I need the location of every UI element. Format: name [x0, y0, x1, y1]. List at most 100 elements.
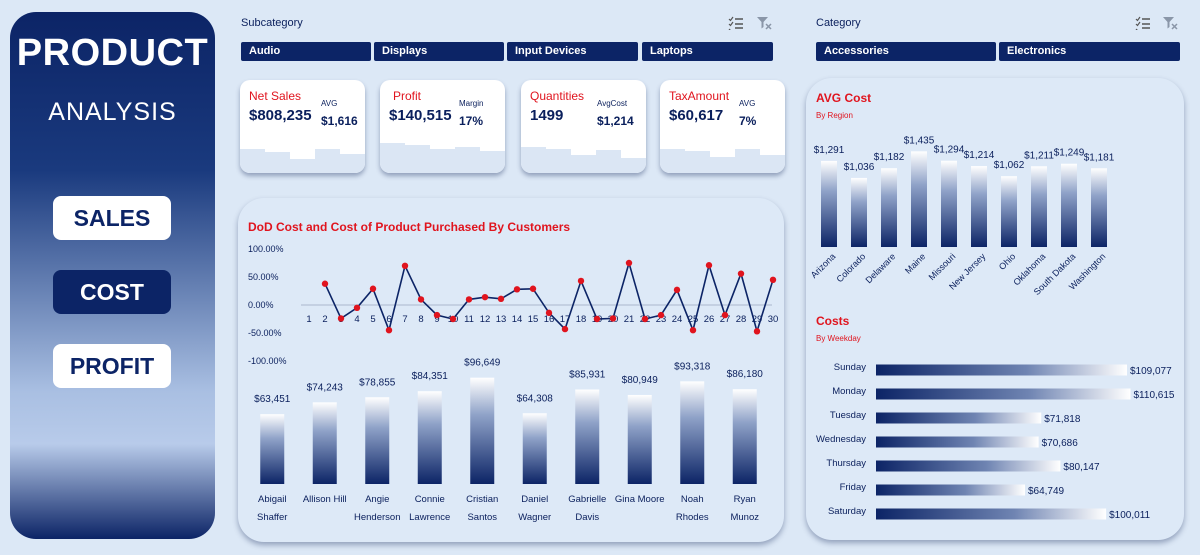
customer-name-label: Daniel — [521, 494, 548, 505]
kpi-card-profit: Profit $140,515 Margin 17% — [380, 80, 505, 173]
region-bar-value: $1,211 — [1024, 150, 1054, 161]
kpi-subvalue: $1,214 — [597, 114, 634, 128]
region-bar — [1061, 163, 1077, 247]
kpi-sublabel: AvgCost — [597, 99, 628, 108]
customer-name-label: Lawrence — [409, 512, 450, 523]
x-tick-label: 29 — [752, 314, 763, 325]
dod-point — [561, 325, 569, 333]
x-tick-label: 27 — [720, 314, 731, 325]
dod-point — [433, 311, 441, 319]
region-label: Delaware — [863, 251, 897, 285]
customer-bar — [680, 381, 705, 484]
dod-point — [545, 309, 553, 317]
customer-name-label: Connie — [415, 494, 445, 505]
customer-name-label: Gabrielle — [568, 494, 606, 505]
weekday-bar-value: $109,077 — [1130, 366, 1172, 377]
kpi-value: $60,617 — [669, 107, 724, 124]
customer-bar-value: $86,180 — [727, 369, 764, 380]
y-tick-label: -100.00% — [248, 356, 287, 366]
kpi-subvalue: $1,616 — [321, 114, 358, 128]
region-bar — [851, 177, 867, 247]
kpi-sparkline — [380, 143, 505, 173]
nav-sales-button[interactable]: SALES — [53, 196, 171, 240]
region-bar-value: $1,291 — [814, 145, 845, 156]
dod-point — [625, 259, 633, 267]
x-tick-label: 14 — [512, 314, 523, 325]
customer-name-label: Noah — [681, 494, 704, 505]
dod-point — [609, 315, 617, 322]
weekday-bar — [876, 364, 1127, 376]
clear-filter-icon[interactable] — [756, 16, 772, 30]
subcategory-audio-button[interactable]: Audio — [241, 42, 371, 61]
dod-point — [401, 262, 409, 269]
dod-point — [497, 295, 505, 303]
region-label: Maine — [903, 251, 927, 275]
customer-bar-value: $93,318 — [674, 361, 711, 372]
region-bar-value: $1,294 — [934, 145, 965, 156]
kpi-sparkline — [660, 149, 785, 173]
kpi-label: Net Sales — [249, 89, 302, 103]
customer-bar-value: $63,451 — [254, 394, 291, 405]
subcategory-laptops-button[interactable]: Laptops — [642, 42, 773, 61]
weekday-bar-value: $64,749 — [1028, 486, 1065, 497]
subcategory-input-devices-button[interactable]: Input Devices — [507, 42, 638, 61]
nav-profit-button[interactable]: PROFIT — [53, 344, 171, 388]
kpi-subvalue: 7% — [739, 114, 757, 128]
region-bar — [1091, 168, 1107, 247]
dod-point — [385, 327, 393, 334]
region-bar-value: $1,181 — [1084, 152, 1115, 163]
kpi-subvalue: 17% — [459, 114, 484, 128]
customer-bar — [522, 413, 547, 484]
customer-bar-value: $85,931 — [569, 369, 606, 380]
subcategory-displays-button[interactable]: Displays — [374, 42, 504, 61]
cost-charts: $1,291 Arizona $1,036 Colorado $1,182 Delawar… — [809, 135, 1175, 521]
region-bar — [1031, 166, 1047, 247]
region-bar — [1001, 176, 1017, 247]
weekday-bar — [876, 460, 1061, 472]
weekday-label: Friday — [840, 482, 867, 493]
multi-select-icon[interactable] — [728, 16, 744, 30]
dod-point — [689, 327, 697, 334]
category-accessories-button[interactable]: Accessories — [816, 42, 996, 61]
weekday-label: Tuesday — [830, 410, 866, 421]
dod-point — [721, 311, 729, 319]
customer-name-label: Shaffer — [257, 512, 287, 523]
multi-select-icon[interactable] — [1135, 16, 1151, 30]
x-tick-label: 16 — [544, 314, 555, 325]
weekday-label: Saturday — [828, 506, 866, 517]
dod-point — [369, 285, 377, 292]
customer-name-label: Angie — [365, 494, 389, 505]
x-tick-label: 21 — [624, 314, 635, 325]
kpi-card-quantities: Quantities 1499 AvgCost $1,214 — [521, 80, 646, 173]
weekday-bar — [876, 388, 1131, 400]
region-chart-title: AVG Cost — [816, 91, 872, 105]
kpi-value: $140,515 — [389, 107, 452, 124]
region-bar — [971, 166, 987, 247]
dod-point — [593, 315, 601, 323]
x-tick-label: 26 — [704, 314, 715, 325]
customer-bar — [417, 391, 442, 484]
customer-name-label: Wagner — [518, 512, 551, 523]
weekday-chart-title: Costs — [816, 314, 850, 328]
nav-cost-button[interactable]: COST — [53, 270, 171, 314]
customer-bar — [365, 397, 390, 484]
dashboard-subtitle: ANALYSIS — [48, 98, 177, 126]
x-tick-label: 30 — [768, 314, 779, 325]
avg-cost-panel: AVG Cost By Region Costs By Weekday $1,2… — [806, 78, 1184, 540]
region-bar-value: $1,435 — [904, 135, 935, 146]
dod-chart-title: DoD Cost and Cost of Product Purchased B… — [248, 220, 571, 234]
y-tick-label: 0.00% — [248, 300, 274, 310]
category-electronics-button[interactable]: Electronics — [999, 42, 1180, 61]
dod-point — [353, 304, 361, 311]
category-slicer-title: Category — [816, 17, 861, 29]
dod-point — [337, 315, 345, 322]
dod-point — [753, 328, 761, 335]
weekday-bar — [876, 412, 1042, 424]
kpi-sublabel: AVG — [321, 99, 338, 108]
x-tick-label: 5 — [370, 314, 375, 325]
region-bar-value: $1,062 — [994, 160, 1025, 171]
customer-name-label: Henderson — [354, 512, 400, 523]
dod-cost-line-chart: 100.00% 50.00% 0.00% -50.00% -100.00% 1 23 4567… — [248, 244, 779, 523]
clear-filter-icon[interactable] — [1162, 16, 1178, 30]
subcategory-slicer-title: Subcategory — [241, 17, 303, 29]
